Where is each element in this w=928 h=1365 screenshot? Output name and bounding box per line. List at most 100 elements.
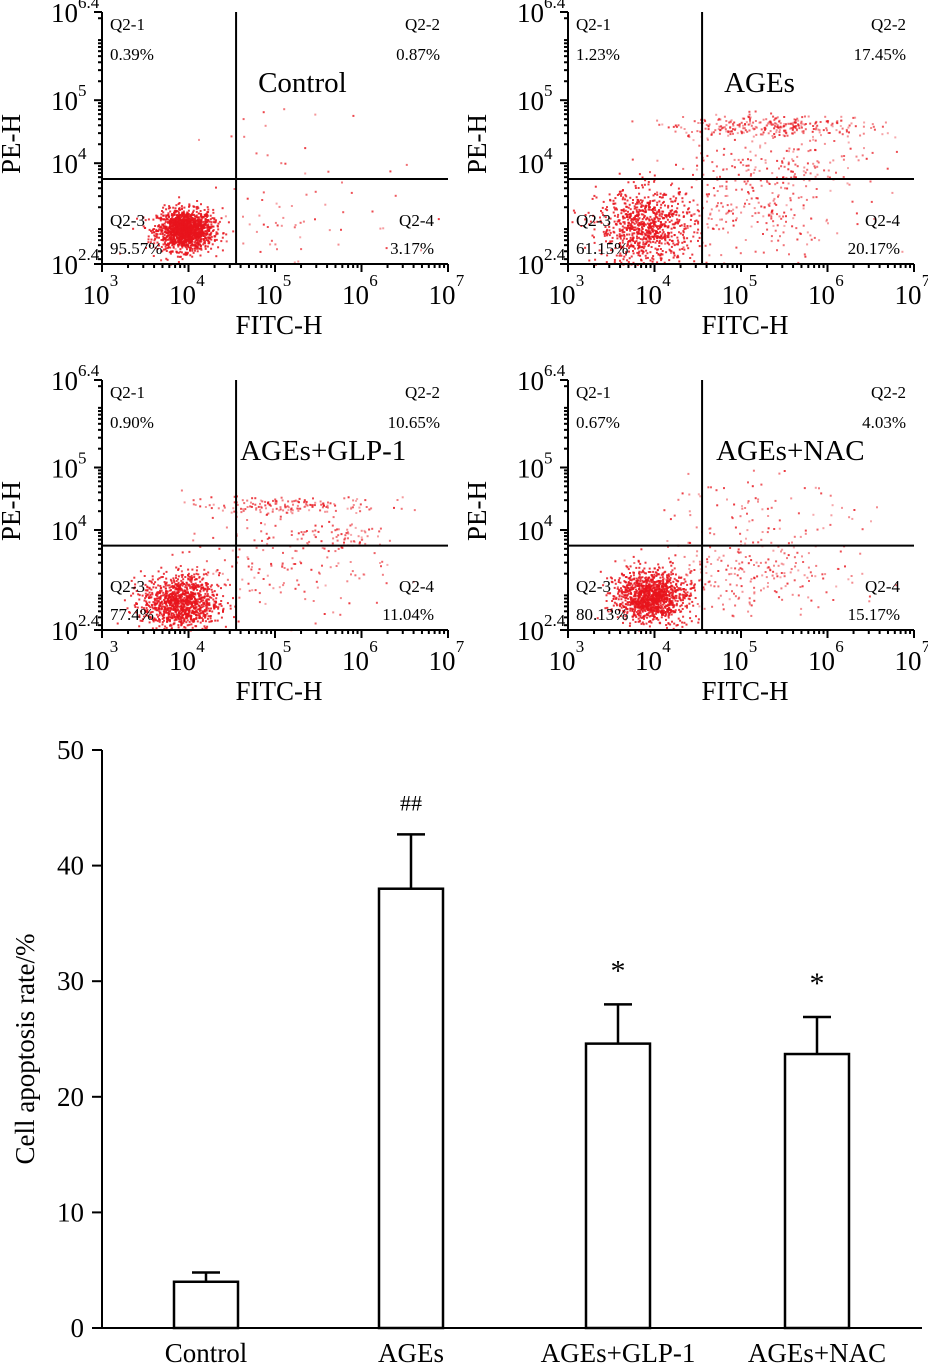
event-dot xyxy=(170,238,173,241)
event-dot xyxy=(155,627,158,630)
event-dot xyxy=(201,596,204,599)
event-dot xyxy=(206,227,209,230)
event-dot xyxy=(846,182,849,185)
event-dot xyxy=(638,250,641,253)
event-dot xyxy=(204,236,207,239)
event-dot xyxy=(195,578,198,581)
event-dot xyxy=(167,615,170,618)
event-dot xyxy=(661,196,664,199)
event-dot xyxy=(266,226,269,228)
event-dot xyxy=(184,616,187,619)
event-dot xyxy=(150,588,153,591)
event-dot xyxy=(181,220,183,223)
event-dot xyxy=(226,578,229,581)
event-dot xyxy=(727,209,730,212)
event-dot xyxy=(656,119,659,122)
event-dot xyxy=(177,587,180,590)
event-dot xyxy=(223,559,226,562)
event-dot xyxy=(812,138,815,141)
event-dot xyxy=(173,590,176,593)
event-dot xyxy=(171,225,174,227)
event-dot xyxy=(871,151,874,154)
event-dot xyxy=(679,232,682,235)
event-dot xyxy=(870,200,873,203)
event-dot xyxy=(599,216,601,219)
event-dot xyxy=(308,540,311,543)
event-dot xyxy=(179,208,182,211)
event-dot xyxy=(690,215,693,217)
event-dot xyxy=(165,225,168,228)
event-dot xyxy=(654,214,657,217)
event-dot xyxy=(199,232,202,235)
event-dot xyxy=(177,624,180,627)
y-tick-label: 10 xyxy=(51,366,78,396)
event-dot xyxy=(243,502,246,505)
event-dot xyxy=(169,210,172,213)
event-dot xyxy=(161,250,164,253)
event-dot xyxy=(300,537,303,540)
event-dot xyxy=(184,223,187,226)
event-dot xyxy=(632,602,635,605)
event-dot xyxy=(157,615,159,618)
event-dot xyxy=(663,599,666,602)
event-dot xyxy=(385,247,388,250)
event-dot xyxy=(752,135,755,138)
event-dot xyxy=(182,610,185,613)
event-dot xyxy=(693,260,696,263)
event-dot xyxy=(653,212,656,214)
event-dot xyxy=(186,588,189,591)
event-dot xyxy=(182,241,185,244)
event-dot xyxy=(677,256,680,259)
event-dot xyxy=(749,117,751,120)
event-dot xyxy=(184,576,187,578)
event-dot xyxy=(302,547,305,550)
event-dot xyxy=(605,240,607,243)
event-dot xyxy=(733,158,736,161)
event-dot xyxy=(168,606,171,609)
event-dot xyxy=(135,590,138,592)
event-dot xyxy=(682,231,685,234)
event-dot xyxy=(158,614,161,617)
event-dot xyxy=(606,254,609,257)
event-dot xyxy=(237,556,240,559)
event-dot xyxy=(346,531,349,534)
event-dot xyxy=(216,583,219,586)
event-dot xyxy=(762,131,765,134)
event-dot xyxy=(643,232,646,235)
event-dot xyxy=(743,180,746,183)
event-dot xyxy=(181,575,184,578)
event-dot xyxy=(311,506,314,508)
event-dot xyxy=(665,251,668,254)
event-dot xyxy=(295,550,298,553)
event-dot xyxy=(859,134,862,137)
event-dot xyxy=(202,605,205,608)
event-dot xyxy=(840,119,842,122)
event-dot xyxy=(177,243,180,246)
event-dot xyxy=(625,606,628,609)
event-dot xyxy=(613,220,616,223)
event-dot xyxy=(216,225,219,228)
event-dot xyxy=(789,197,792,200)
event-dot xyxy=(779,122,782,125)
event-dot xyxy=(749,120,751,123)
event-dot xyxy=(194,582,197,585)
event-dot xyxy=(165,231,168,234)
event-dot xyxy=(789,199,792,202)
event-dot xyxy=(253,576,256,579)
event-dot xyxy=(580,225,583,227)
event-dot xyxy=(282,582,285,585)
event-dot xyxy=(196,246,199,249)
event-dot xyxy=(184,238,187,241)
event-dot xyxy=(197,238,199,241)
event-dot xyxy=(337,243,340,246)
event-dot xyxy=(175,594,178,597)
event-dot xyxy=(610,249,613,252)
event-dot xyxy=(177,581,180,584)
event-dot xyxy=(626,243,629,245)
event-dot xyxy=(764,161,767,164)
event-dot xyxy=(132,592,135,595)
event-dot xyxy=(175,218,178,221)
event-dot xyxy=(291,500,294,503)
event-dot xyxy=(350,506,353,509)
event-dot xyxy=(188,241,191,244)
